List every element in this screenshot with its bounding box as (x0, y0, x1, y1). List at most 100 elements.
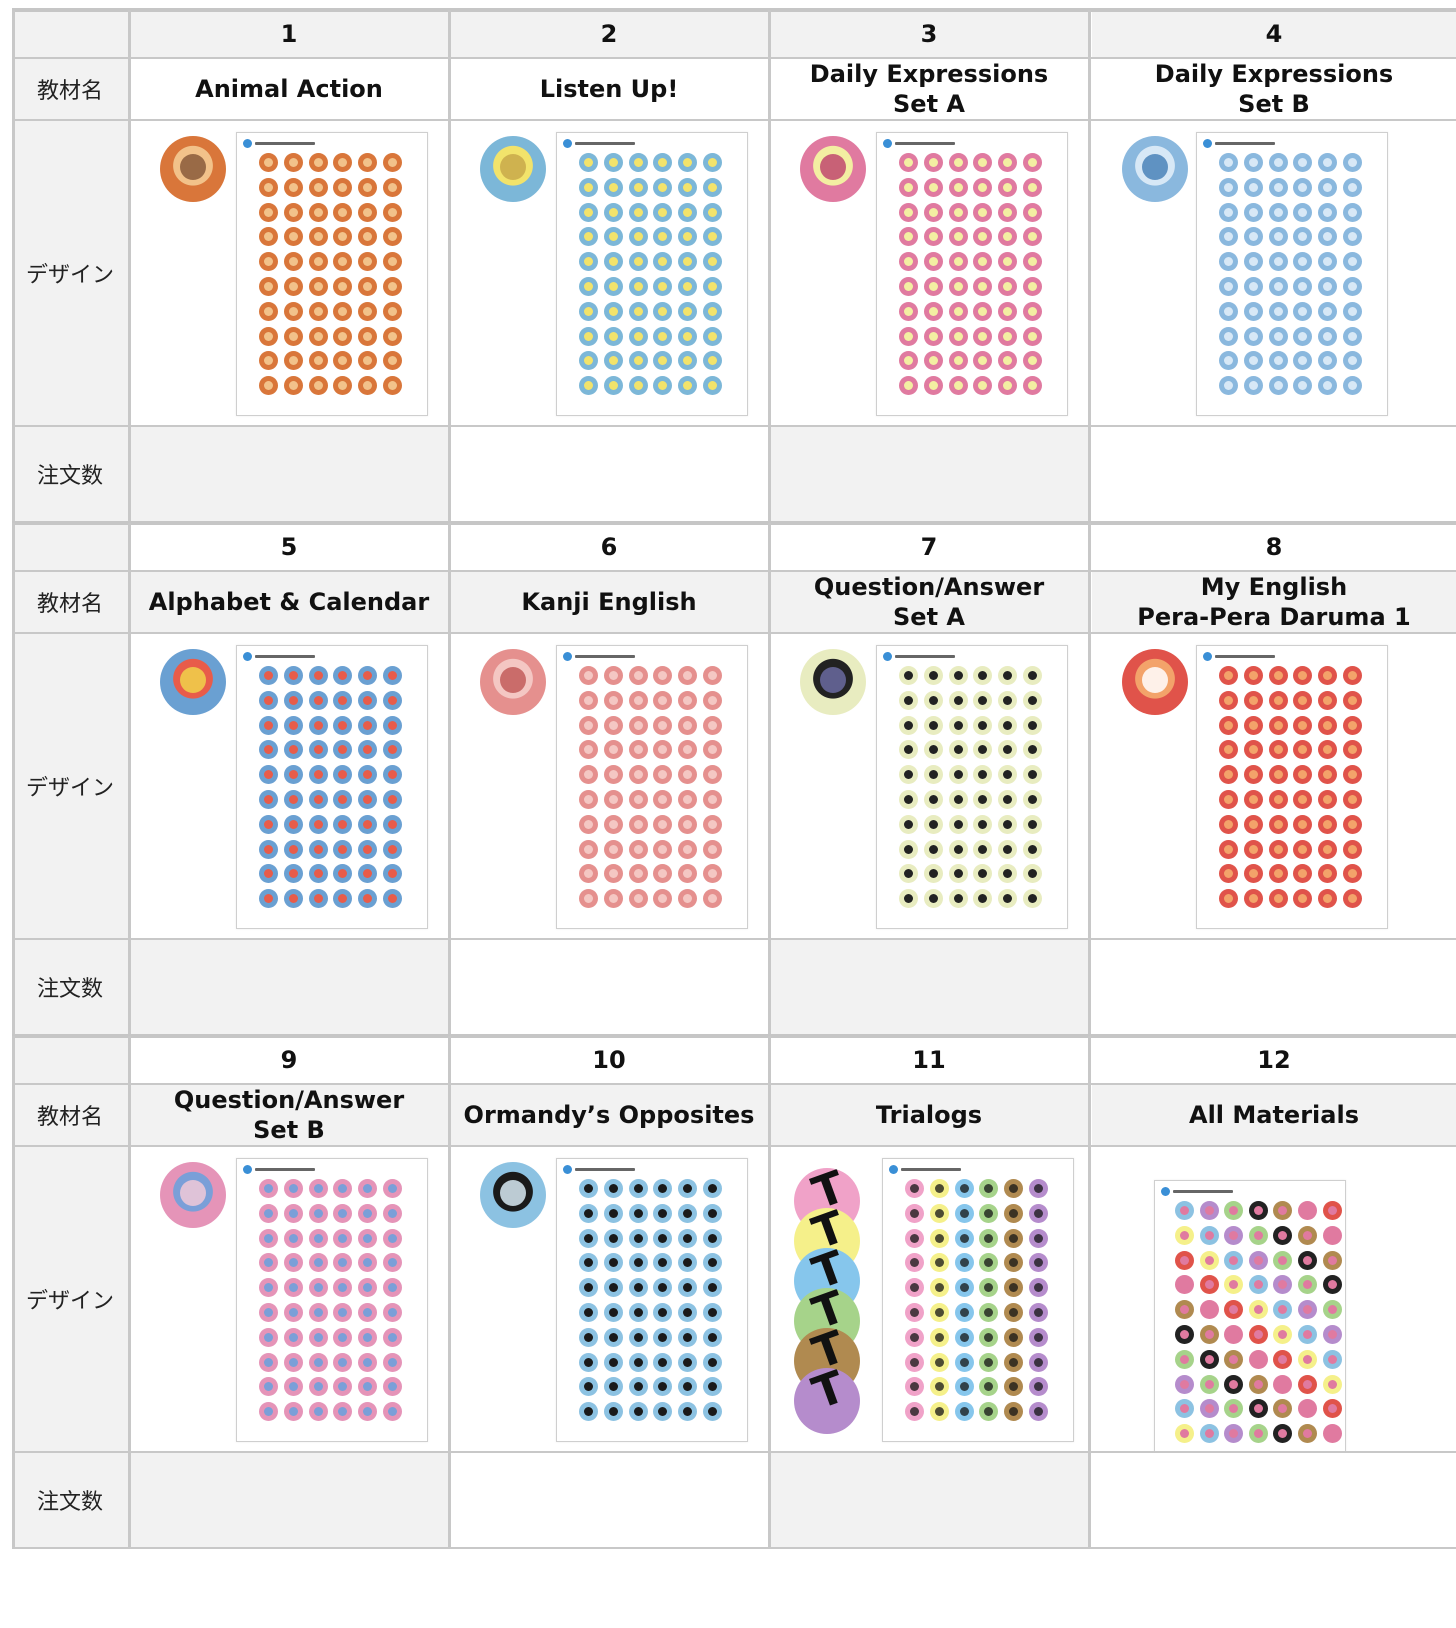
row-divider (12, 1083, 1456, 1085)
sticker-thumbnail (678, 1402, 698, 1422)
sticker-thumbnail (628, 1253, 648, 1273)
sticker-thumbnail (1022, 666, 1042, 685)
sticker-thumbnail (382, 864, 402, 884)
sticker-thumbnail (653, 1179, 673, 1198)
sticker-thumbnail (628, 351, 648, 371)
pls-logo-icon (563, 651, 572, 661)
sticker-thumbnail (1175, 1399, 1194, 1419)
sticker-thumbnail (579, 252, 598, 272)
sticker-thumbnail (1175, 1324, 1194, 1344)
row-divider (12, 8, 1456, 12)
sticker-thumbnail (905, 1402, 924, 1422)
sticker-thumbnail (358, 276, 378, 296)
sticker-thumbnail (899, 765, 918, 785)
order-quantity-cell[interactable] (1092, 426, 1456, 522)
sticker-sheet-preview (236, 1158, 428, 1442)
sticker-thumbnail (1243, 276, 1263, 296)
sticker-grid (1175, 1201, 1342, 1444)
sticker-thumbnail (283, 1377, 303, 1397)
sticker-thumbnail (1243, 301, 1263, 321)
sticker-thumbnail (948, 227, 968, 247)
order-quantity-cell[interactable] (770, 426, 1088, 522)
sticker-thumbnail (382, 202, 402, 222)
sticker-thumbnail (973, 252, 993, 272)
sticker-thumbnail (973, 740, 993, 760)
order-quantity-cell[interactable] (770, 1452, 1088, 1548)
sticker-thumbnail (702, 1179, 722, 1198)
product-number: 7 (770, 523, 1088, 571)
sticker-thumbnail (1322, 1374, 1342, 1394)
order-quantity-cell[interactable] (130, 426, 448, 522)
sticker-thumbnail (579, 1203, 598, 1223)
sticker-thumbnail (259, 889, 278, 909)
sticker-thumbnail (1022, 177, 1042, 197)
order-quantity-cell[interactable] (130, 1452, 448, 1548)
order-quantity-cell[interactable] (450, 1452, 768, 1548)
sticker-thumbnail (1243, 376, 1263, 396)
sticker-thumbnail (308, 376, 328, 396)
sticker-thumbnail (1322, 1275, 1342, 1295)
order-quantity-cell[interactable] (1092, 1452, 1456, 1548)
sticker-thumbnail (1293, 252, 1313, 272)
sticker-thumbnail (702, 690, 722, 710)
sticker-thumbnail (973, 351, 993, 371)
sticker-grid (259, 1179, 402, 1422)
product-design-preview (130, 1146, 448, 1452)
sheet-title-bar (575, 141, 635, 145)
sticker-thumbnail (1219, 177, 1238, 197)
row-label-number (12, 1036, 128, 1084)
sticker-thumbnail (1268, 715, 1288, 735)
product-block: 教材名 デザイン 注文数 5 Alphabet & Calendar 6 Kanji Eng… (12, 521, 1456, 1036)
sticker-grid (579, 666, 722, 909)
column-divider (448, 1036, 451, 1548)
order-quantity-cell[interactable] (450, 426, 768, 522)
sticker-thumbnail (948, 789, 968, 809)
sticker-thumbnail (653, 252, 673, 272)
sticker-thumbnail (653, 1253, 673, 1273)
sticker-thumbnail (1004, 1302, 1024, 1322)
sticker-thumbnail (1342, 276, 1362, 296)
sticker-thumbnail (653, 1203, 673, 1223)
order-quantity-cell[interactable] (450, 939, 768, 1035)
sticker-thumbnail (1268, 690, 1288, 710)
sticker-thumbnail (998, 177, 1018, 197)
sticker-thumbnail (579, 1327, 598, 1347)
sticker-thumbnail (923, 864, 943, 884)
sticker-grid (579, 153, 722, 396)
order-quantity-cell[interactable] (770, 939, 1088, 1035)
sticker-thumbnail (1248, 1374, 1268, 1394)
sticker-thumbnail (333, 1253, 353, 1273)
sticker-thumbnail (579, 177, 598, 197)
sticker-thumbnail (998, 740, 1018, 760)
sticker-thumbnail (905, 1203, 924, 1223)
order-quantity-cell[interactable] (130, 939, 448, 1035)
sticker-thumbnail (259, 814, 278, 834)
sticker-thumbnail (1022, 153, 1042, 172)
sticker-thumbnail (998, 351, 1018, 371)
sticker-thumbnail (628, 765, 648, 785)
sticker-thumbnail (579, 814, 598, 834)
sticker-thumbnail (1318, 864, 1338, 884)
sticker-sheet-preview (556, 645, 748, 929)
sheet-header (1203, 138, 1275, 148)
sticker-thumbnail (333, 326, 353, 346)
sticker-thumbnail (702, 814, 722, 834)
sticker-thumbnail (1248, 1300, 1268, 1320)
sticker-thumbnail (259, 252, 278, 272)
sheet-header (889, 1164, 961, 1174)
sticker-thumbnail (1297, 1424, 1317, 1444)
sticker-thumbnail (702, 1402, 722, 1422)
pls-logo-icon (883, 138, 892, 148)
sticker-thumbnail (628, 1377, 648, 1397)
sticker-thumbnail (603, 1228, 623, 1248)
pls-logo-icon (883, 651, 892, 661)
sticker-thumbnail (283, 252, 303, 272)
product-column: 12 All Materials (1092, 1036, 1456, 1548)
sticker-thumbnail (382, 1402, 402, 1422)
sticker-thumbnail (1248, 1201, 1268, 1220)
sticker-thumbnail (702, 351, 722, 371)
sticker-thumbnail (308, 153, 328, 172)
order-quantity-cell[interactable] (1092, 939, 1456, 1035)
sticker-thumbnail (358, 227, 378, 247)
row-label-material-name: 教材名 (12, 571, 128, 633)
